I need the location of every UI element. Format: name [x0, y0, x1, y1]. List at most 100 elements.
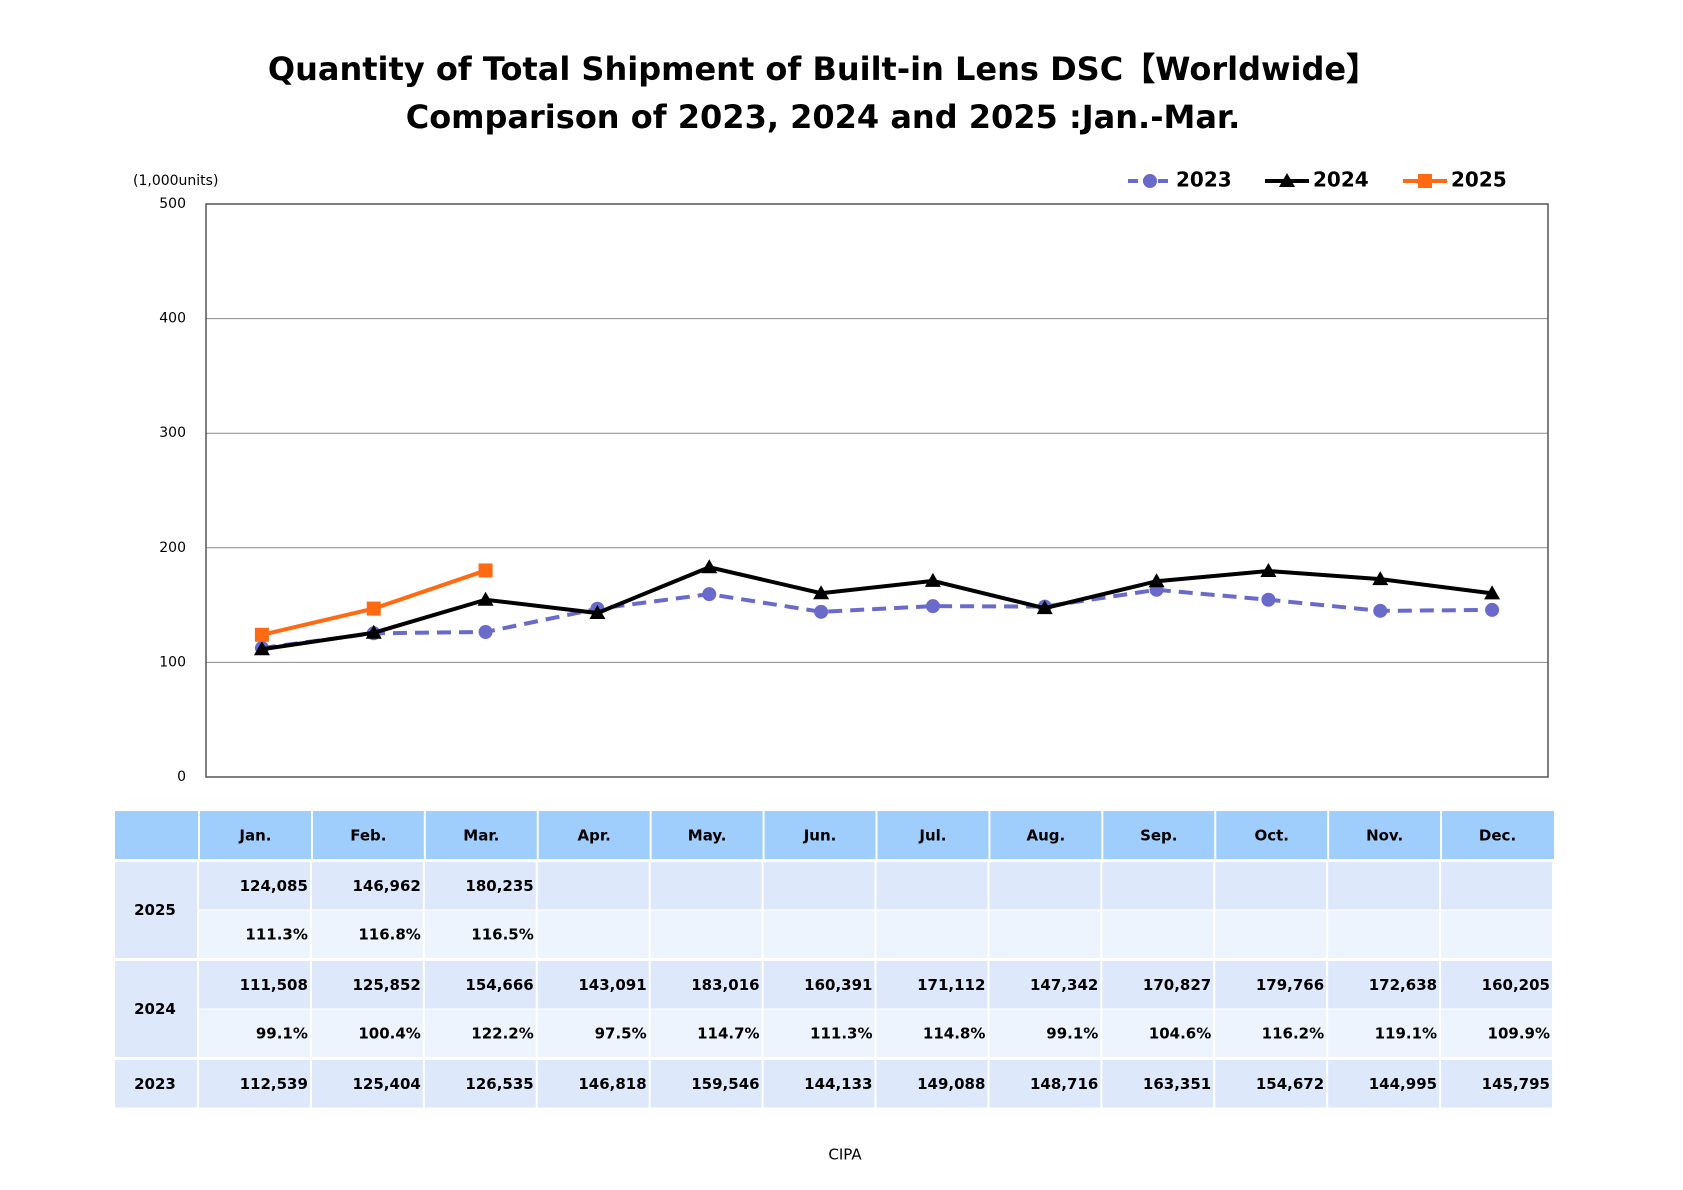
table-cell	[424, 862, 536, 910]
point	[1485, 602, 1500, 617]
point	[365, 624, 382, 639]
table-value: 104.6%	[1149, 1024, 1211, 1042]
chart-subtitle: Comparison of 2023, 2024 and 2025 :Jan.-…	[406, 98, 1241, 136]
table-value: 149,088	[917, 1075, 985, 1093]
table-value: 116.2%	[1262, 1024, 1324, 1042]
table-cell	[199, 910, 310, 958]
table-cell	[537, 1009, 649, 1057]
table-value: 154,666	[465, 976, 533, 994]
table-value: 126,535	[465, 1075, 533, 1093]
table-value: 172,638	[1369, 976, 1437, 994]
point	[814, 604, 829, 619]
table-value: 124,085	[240, 877, 308, 895]
table-cell	[311, 1060, 423, 1108]
table-value: 100.4%	[358, 1024, 420, 1042]
table-value: 160,205	[1482, 976, 1550, 994]
table-header: Jan.	[238, 827, 271, 845]
table-cell	[650, 1060, 762, 1108]
table-cell	[424, 1009, 536, 1057]
table-cell	[650, 862, 762, 910]
table-value: 116.5%	[471, 925, 533, 943]
table-value: 179,766	[1256, 976, 1324, 994]
point	[253, 641, 270, 656]
table-cell	[876, 862, 988, 910]
table-cell	[650, 961, 762, 1009]
table-cell	[199, 862, 310, 910]
legend-marker	[1143, 174, 1157, 188]
table-cell	[763, 862, 875, 910]
point	[1373, 603, 1388, 618]
table-value: 154,672	[1256, 1075, 1324, 1093]
table-value: 111,508	[240, 976, 308, 994]
table-value: 147,342	[1030, 976, 1098, 994]
point	[1484, 585, 1501, 600]
table-value: 109.9%	[1488, 1024, 1550, 1042]
point	[1260, 562, 1277, 577]
table-value: 144,995	[1369, 1075, 1437, 1093]
table-header: Jul.	[918, 827, 946, 845]
table-header-bg	[115, 811, 1554, 859]
table-cell	[876, 1009, 988, 1057]
point	[1036, 600, 1053, 615]
table-cell	[1441, 961, 1552, 1009]
table-row-label: 2025	[134, 901, 176, 919]
table-cell	[311, 1009, 423, 1057]
source: CIPA	[828, 1146, 862, 1164]
table-value: 148,716	[1030, 1075, 1098, 1093]
y-tick-label: 100	[159, 654, 186, 670]
table-cell	[1215, 910, 1327, 958]
point	[1148, 573, 1165, 588]
table-value: 125,404	[353, 1075, 421, 1093]
table-cell	[311, 961, 423, 1009]
table-cell	[1215, 1009, 1327, 1057]
table-cell	[876, 910, 988, 958]
point	[366, 601, 381, 616]
table-value: 99.1%	[256, 1024, 308, 1042]
table-cell	[876, 961, 988, 1009]
point	[702, 587, 717, 602]
table-row-label: 2023	[134, 1075, 176, 1093]
table-cell	[424, 961, 536, 1009]
table-cell	[1328, 910, 1440, 958]
series-line	[261, 587, 1493, 651]
table-header: Jun.	[803, 827, 837, 845]
table-cell	[763, 910, 875, 958]
table-header: Sep.	[1140, 827, 1177, 845]
table-cell	[989, 961, 1101, 1009]
table-value: 97.5%	[595, 1024, 647, 1042]
table-value: 163,351	[1143, 1075, 1211, 1093]
table-cell	[537, 1060, 649, 1108]
point	[478, 563, 493, 578]
table-cell	[424, 1060, 536, 1108]
table-cell	[1102, 1009, 1214, 1057]
table-cell	[537, 961, 649, 1009]
table-cell	[650, 1009, 762, 1057]
table-cell	[763, 961, 875, 1009]
table-value: 180,235	[465, 877, 533, 895]
table-value: 111.3%	[245, 925, 307, 943]
table-cell	[537, 862, 649, 910]
table-cell	[876, 1060, 988, 1108]
legend-label: 2023	[1176, 168, 1232, 192]
table-cell	[1441, 1060, 1552, 1108]
table-cell	[989, 862, 1101, 910]
table-value: 125,852	[353, 976, 421, 994]
table-cell	[1328, 862, 1440, 910]
table-cell	[1328, 961, 1440, 1009]
table-cell	[1215, 1060, 1327, 1108]
table-header: May.	[688, 827, 727, 845]
table-value: 116.8%	[358, 925, 420, 943]
table-cell	[1215, 862, 1327, 910]
table-cell	[1328, 1009, 1440, 1057]
table-value: 145,795	[1482, 1075, 1550, 1093]
table-cell	[199, 1009, 310, 1057]
table-header: Dec.	[1479, 827, 1516, 845]
table-value: 143,091	[578, 976, 646, 994]
table-value: 119.1%	[1375, 1024, 1437, 1042]
point	[1372, 571, 1389, 586]
legend-marker	[1418, 174, 1432, 188]
table-value: 146,962	[353, 877, 421, 895]
table-value: 170,827	[1143, 976, 1211, 994]
table-cell	[311, 862, 423, 910]
